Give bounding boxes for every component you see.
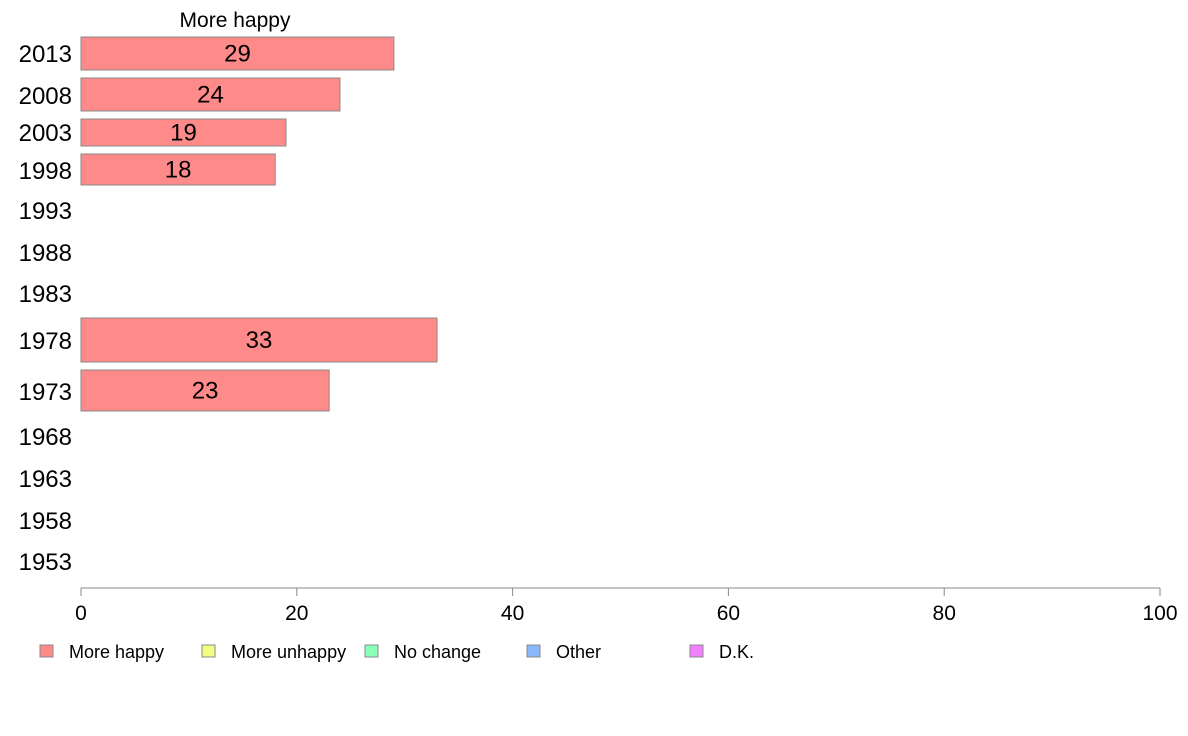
data-label: 29 [224,41,251,68]
y-tick-label: 2013 [19,41,72,68]
y-tick-label: 1978 [19,328,72,355]
x-tick-label: 0 [75,602,87,625]
legend-swatch [689,644,704,658]
y-tick-label: 1963 [19,466,72,493]
x-tick-label: 40 [501,602,524,625]
bar [80,118,287,147]
bar [80,369,330,412]
y-tick-label: 1993 [19,198,72,225]
y-tick-label: 1983 [19,281,72,308]
x-tick-label: 80 [933,602,956,625]
y-tick-label: 1953 [19,549,72,576]
x-axis: 0 20 40 60 80 100 [75,587,1178,625]
bar [80,153,276,186]
y-tick-label: 2003 [19,120,72,147]
data-label: 19 [170,120,197,147]
legend-label: Other [556,642,601,662]
y-tick-label: 1958 [19,508,72,535]
legend-swatch [201,644,216,658]
legend-swatch [364,644,379,658]
y-tick-label: 1973 [19,379,72,406]
legend-label: D.K. [719,642,754,662]
bar [80,317,438,363]
y-tick-label: 1998 [19,158,72,185]
data-label: 24 [197,82,224,109]
y-tick-label: 2008 [19,83,72,110]
legend-label: More happy [69,642,164,662]
data-label: 18 [165,157,192,184]
y-axis-labels: 2013 2008 2003 1998 1993 1988 1983 1978 1973 1968… [19,41,72,576]
bar [80,77,341,112]
chart-title: More happy [180,9,291,32]
legend-swatch [39,644,54,658]
x-tick-label: 60 [717,602,740,625]
x-tick-label: 100 [1142,602,1177,625]
x-tick-label: 20 [285,602,308,625]
data-label: 23 [192,378,219,405]
legend-label: No change [394,642,481,662]
y-tick-label: 1968 [19,424,72,451]
legend: More happy More unhappy No change Other D.K. [39,642,754,662]
bar [80,36,395,71]
legend-label: More unhappy [231,642,346,662]
legend-swatch [526,644,541,658]
y-tick-label: 1988 [19,240,72,267]
data-label: 33 [246,327,273,354]
